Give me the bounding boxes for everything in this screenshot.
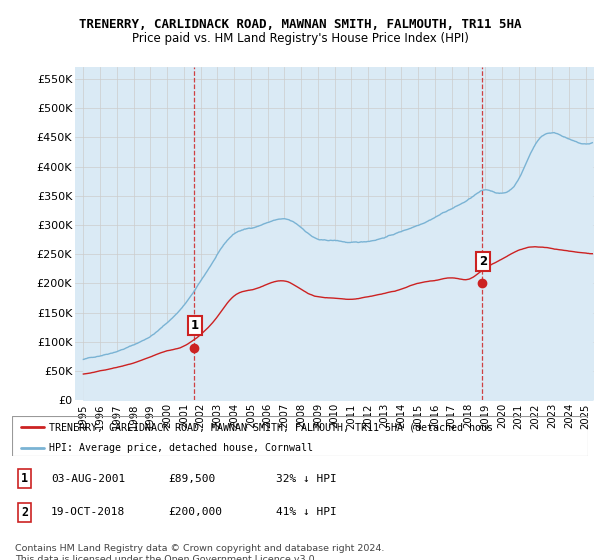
Text: 41% ↓ HPI: 41% ↓ HPI xyxy=(276,507,337,517)
Text: TRENERRY, CARLIDNACK ROAD, MAWNAN SMITH, FALMOUTH, TR11 5HA: TRENERRY, CARLIDNACK ROAD, MAWNAN SMITH,… xyxy=(79,17,521,31)
Text: TRENERRY, CARLIDNACK ROAD, MAWNAN SMITH, FALMOUTH, TR11 5HA (detached hous: TRENERRY, CARLIDNACK ROAD, MAWNAN SMITH,… xyxy=(49,422,493,432)
Text: HPI: Average price, detached house, Cornwall: HPI: Average price, detached house, Corn… xyxy=(49,442,313,452)
Text: 1: 1 xyxy=(191,319,199,333)
Text: 2: 2 xyxy=(479,255,487,268)
Text: £89,500: £89,500 xyxy=(168,474,215,484)
Text: 19-OCT-2018: 19-OCT-2018 xyxy=(51,507,125,517)
Text: £200,000: £200,000 xyxy=(168,507,222,517)
Text: 2: 2 xyxy=(21,506,28,519)
Text: 03-AUG-2001: 03-AUG-2001 xyxy=(51,474,125,484)
Text: Contains HM Land Registry data © Crown copyright and database right 2024.
This d: Contains HM Land Registry data © Crown c… xyxy=(15,544,385,560)
Text: 1: 1 xyxy=(21,472,28,486)
Text: 32% ↓ HPI: 32% ↓ HPI xyxy=(276,474,337,484)
Text: Price paid vs. HM Land Registry's House Price Index (HPI): Price paid vs. HM Land Registry's House … xyxy=(131,31,469,45)
